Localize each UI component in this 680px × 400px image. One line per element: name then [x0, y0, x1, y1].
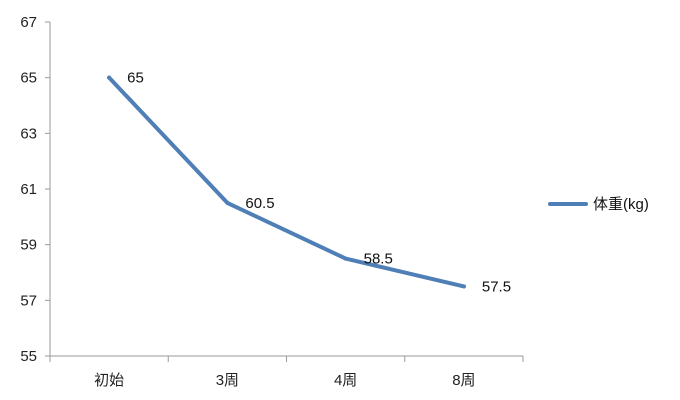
data-point: [225, 200, 230, 205]
legend: 体重(kg): [548, 196, 649, 213]
y-tick-label: 65: [20, 70, 37, 87]
x-axis: 初始 3周 4周 8周: [49, 355, 524, 389]
data-point: [343, 256, 348, 261]
legend-label: 体重(kg): [593, 196, 649, 213]
data-label: 65: [127, 70, 144, 87]
y-axis: 55 57 59 61 63 65 67: [20, 14, 51, 365]
x-tick-label: 8周: [452, 372, 475, 389]
data-labels: 65 60.5 58.5 57.5: [127, 70, 511, 296]
x-tick-label: 初始: [94, 372, 124, 389]
y-tick-label: 57: [20, 292, 37, 309]
x-tick-label: 3周: [216, 372, 239, 389]
data-point: [107, 75, 112, 80]
y-tick-label: 67: [20, 14, 37, 31]
data-label: 58.5: [364, 251, 393, 268]
data-point: [461, 284, 466, 289]
y-tick-label: 63: [20, 125, 37, 142]
y-tick-label: 59: [20, 237, 37, 254]
data-label: 57.5: [482, 278, 511, 295]
y-tick-label: 55: [20, 348, 37, 365]
y-tick-label: 61: [20, 181, 37, 198]
series-line: [107, 75, 466, 289]
x-tick-label: 4周: [334, 372, 357, 389]
data-label: 60.5: [245, 195, 274, 212]
series-lines: [107, 75, 466, 289]
